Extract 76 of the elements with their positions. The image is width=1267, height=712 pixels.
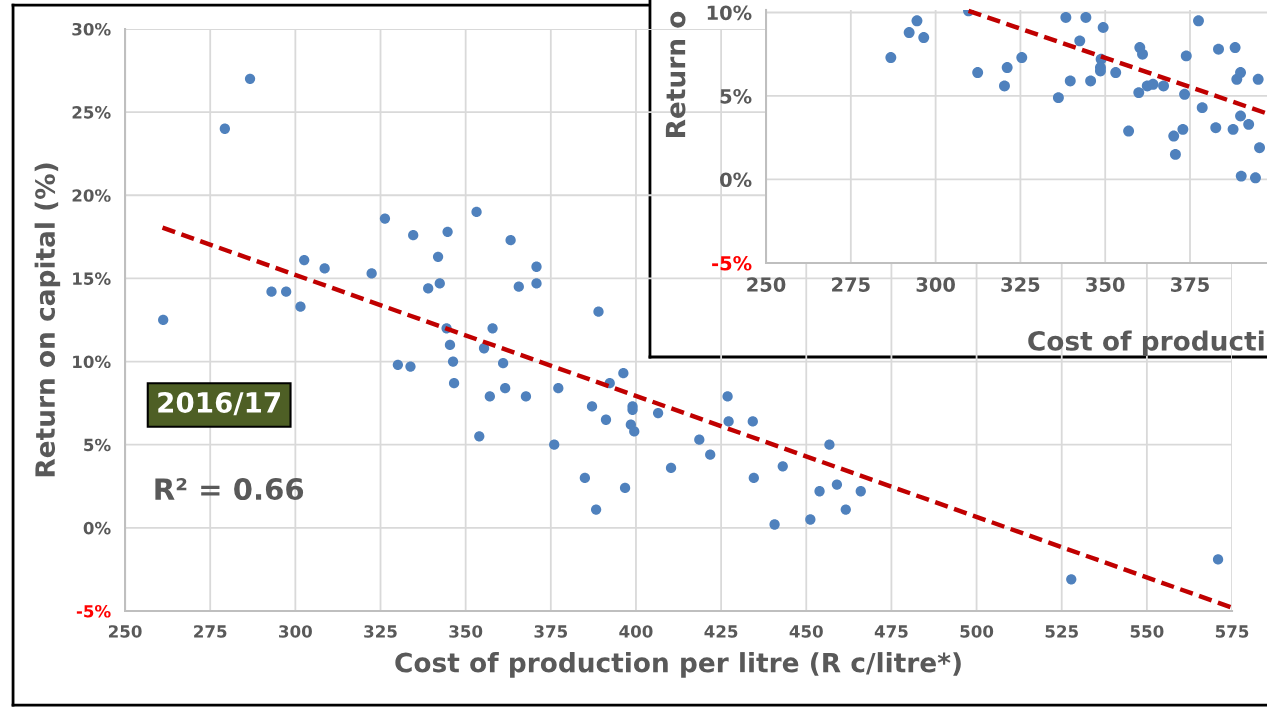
y-axis-title: Return o bbox=[665, 11, 686, 137]
x-tick-label: 300 bbox=[916, 277, 955, 292]
annotation: 2016/17 bbox=[158, 391, 280, 416]
point bbox=[1243, 118, 1255, 130]
x-tick-label: 500 bbox=[960, 625, 994, 638]
point bbox=[1196, 102, 1208, 114]
point bbox=[911, 15, 923, 27]
y-tick-label: 15% bbox=[73, 272, 111, 285]
point bbox=[903, 27, 915, 38]
point bbox=[1235, 110, 1247, 122]
point bbox=[1227, 123, 1239, 135]
point bbox=[1060, 12, 1072, 23]
x-tick-label: 300 bbox=[279, 625, 312, 638]
x-tick-label: 375 bbox=[1171, 277, 1209, 292]
y-tick-label: 10% bbox=[707, 5, 752, 21]
x-tick-label: 550 bbox=[1130, 625, 1164, 638]
x-tick-label: 350 bbox=[1086, 277, 1125, 292]
x-tick-label: 325 bbox=[1001, 277, 1040, 292]
point bbox=[1158, 80, 1170, 92]
point bbox=[1169, 148, 1181, 160]
x-tick-label: 275 bbox=[194, 625, 227, 638]
point bbox=[1252, 73, 1264, 85]
x-tick-label: 425 bbox=[704, 625, 738, 638]
point bbox=[1052, 92, 1064, 104]
point bbox=[1179, 88, 1191, 100]
point bbox=[1229, 42, 1241, 54]
point bbox=[1123, 125, 1135, 137]
y-tick-label: 30% bbox=[72, 22, 111, 36]
x-tick-label: 400 bbox=[619, 625, 653, 638]
point bbox=[1110, 67, 1122, 79]
y-tick-label: 10% bbox=[73, 355, 111, 369]
point bbox=[1213, 43, 1224, 55]
point bbox=[972, 67, 984, 79]
annotation: R² = 0.66 bbox=[155, 478, 304, 501]
x-tick-label: 525 bbox=[1045, 625, 1078, 638]
point bbox=[1016, 52, 1028, 64]
y-tick-label: 5% bbox=[84, 438, 111, 452]
point bbox=[1250, 172, 1261, 184]
y-tick-label: -5% bbox=[76, 604, 111, 618]
point bbox=[1001, 62, 1013, 74]
x-tick-label: 575 bbox=[1215, 625, 1249, 638]
y-tick-label: 25% bbox=[72, 106, 111, 119]
x-tick-label: 275 bbox=[832, 277, 870, 292]
point bbox=[1097, 22, 1109, 33]
y-axis-title: Return on capital (%) bbox=[34, 163, 61, 477]
y-tick-label: 0% bbox=[720, 172, 752, 188]
x-axis-title: Cost of producti bbox=[1028, 330, 1264, 356]
x-tick-label: 350 bbox=[449, 625, 483, 638]
point bbox=[999, 80, 1010, 92]
x-tick-label: 475 bbox=[874, 625, 908, 638]
x-tick-label: 250 bbox=[747, 277, 786, 292]
point bbox=[1210, 122, 1222, 134]
point bbox=[1133, 87, 1145, 99]
point bbox=[1254, 142, 1266, 154]
point bbox=[1235, 170, 1247, 182]
x-tick-label: 325 bbox=[364, 625, 397, 638]
point bbox=[1235, 67, 1247, 79]
point bbox=[1180, 50, 1192, 62]
x-tick-label: 450 bbox=[789, 625, 823, 638]
x-tick-label: 250 bbox=[108, 625, 142, 638]
y-tick-label: 5% bbox=[720, 88, 752, 104]
point bbox=[1193, 15, 1204, 27]
y-tick-label: -5% bbox=[712, 255, 752, 271]
y-tick-label: 20% bbox=[72, 189, 111, 202]
point bbox=[1177, 123, 1189, 135]
x-tick-label: 375 bbox=[534, 625, 568, 638]
y-tick-label: 0% bbox=[83, 521, 111, 535]
point bbox=[1080, 12, 1092, 23]
point bbox=[1064, 75, 1076, 87]
x-axis-title: Cost of production per litre (R c/litre*) bbox=[395, 652, 961, 678]
point bbox=[1137, 48, 1148, 60]
point bbox=[1074, 35, 1086, 47]
point bbox=[1085, 75, 1097, 87]
point bbox=[918, 32, 930, 43]
point bbox=[885, 52, 897, 64]
point bbox=[1168, 130, 1180, 142]
